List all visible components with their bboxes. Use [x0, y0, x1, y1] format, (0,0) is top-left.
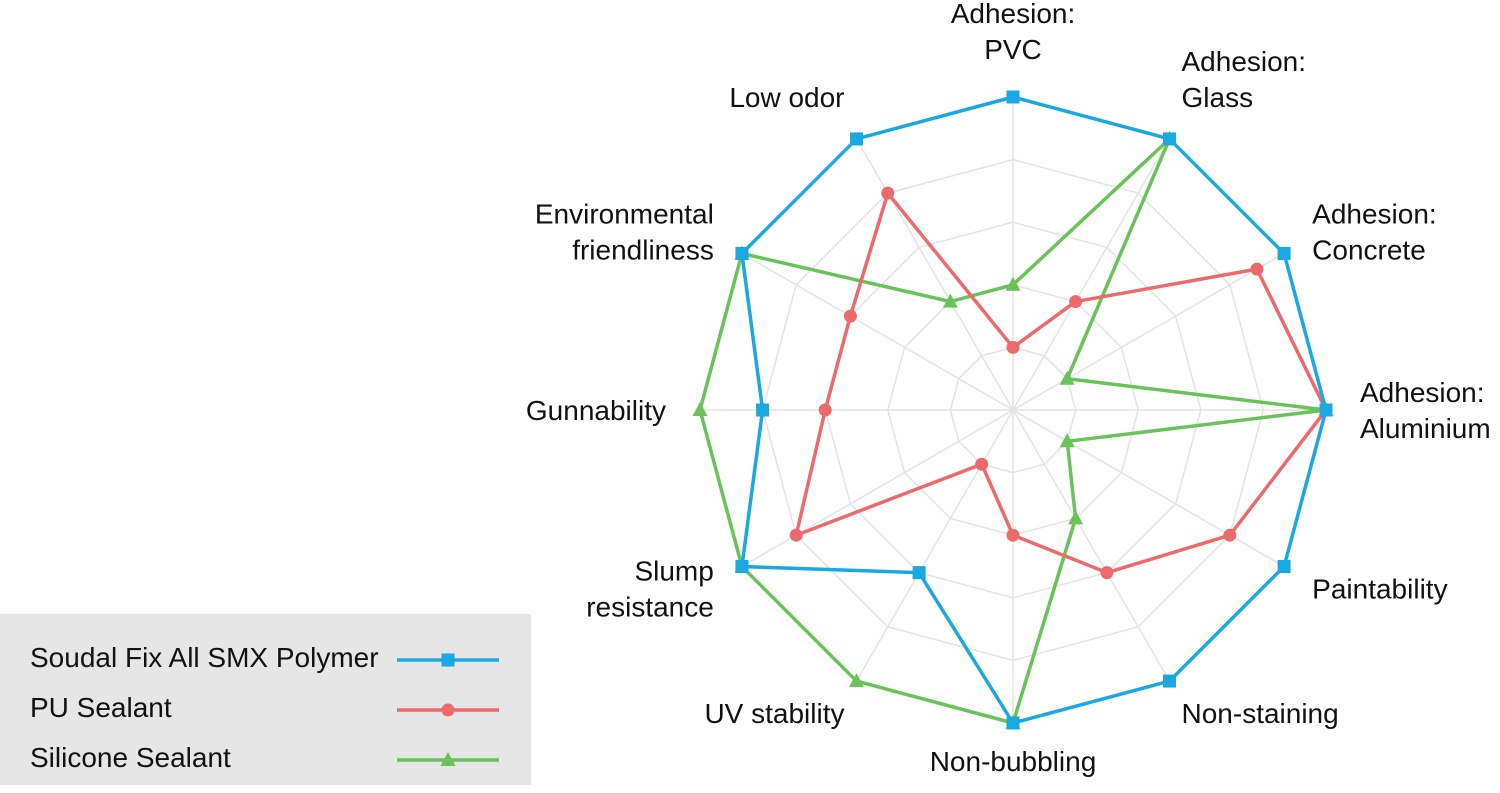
legend-item-soudal: Soudal Fix All SMX Polymer: [0, 636, 531, 684]
grid-spoke: [741, 252, 1014, 411]
series-pu: [789, 186, 1333, 580]
data-point-soudal: [1163, 674, 1176, 688]
axis-label-line: PVC: [984, 34, 1042, 65]
axis-label-line: resistance: [586, 592, 714, 623]
data-point-silicone: [849, 673, 864, 688]
axis-label: Slump resistance: [586, 556, 714, 623]
data-point-soudal: [850, 132, 863, 146]
axis-labels: Adhesion: PVC Adhesion: Glass Adhesion: Concr…: [526, 0, 1491, 777]
legend-label-pu: PU Sealant: [30, 692, 172, 723]
axis-label: Environmental friendliness: [535, 199, 714, 266]
data-point-soudal: [1319, 403, 1333, 417]
legend-marker: [440, 752, 456, 766]
axis-label-line: Concrete: [1312, 235, 1426, 266]
grid-spoke: [741, 409, 1014, 568]
legend-item-silicone: Silicone Sealant: [0, 736, 531, 784]
data-point-pu: [843, 309, 857, 323]
data-point-pu: [881, 186, 895, 200]
legend-swatch-pu: [397, 703, 499, 717]
data-point-pu: [1006, 340, 1020, 354]
data-point-pu: [1250, 262, 1264, 276]
axis-label: Low odor: [729, 82, 844, 113]
axis-label-line: Adhesion:: [1360, 377, 1485, 408]
data-point-pu: [1223, 528, 1237, 542]
data-point-pu: [1006, 528, 1020, 542]
data-point-silicone: [1005, 276, 1021, 291]
data-point-soudal: [1163, 132, 1176, 146]
axis-label-line: Slump: [634, 556, 713, 587]
data-point-soudal: [735, 560, 749, 573]
axis-label: Adhesion: Aluminium: [1360, 377, 1491, 444]
axis-label-line: Adhesion:: [1312, 199, 1437, 230]
legend-label-soudal: Soudal Fix All SMX Polymer: [30, 642, 379, 673]
series-layer: [692, 90, 1334, 730]
data-point-silicone: [1059, 370, 1075, 385]
grid-spoke: [1012, 409, 1285, 568]
legend-marker: [441, 703, 455, 717]
axis-label-line: Paintability: [1312, 574, 1447, 605]
data-point-soudal: [1006, 90, 1020, 104]
grid-spoke: [1012, 409, 1171, 682]
axis-label: Adhesion: PVC: [951, 0, 1076, 65]
data-point-pu: [818, 403, 832, 417]
data-point-soudal: [756, 403, 770, 417]
data-point-silicone: [942, 293, 958, 308]
data-point-pu: [975, 457, 989, 471]
data-point-silicone: [1059, 433, 1075, 448]
axis-label: Non-staining: [1182, 698, 1339, 729]
axis-label-line: friendliness: [572, 235, 714, 266]
grid-spoke: [1012, 252, 1285, 411]
axis-label-line: Environmental: [535, 199, 714, 230]
axis-label-line: UV stability: [704, 698, 844, 729]
axis-label: Non-bubbling: [930, 746, 1097, 777]
series-soudal: [735, 90, 1333, 730]
axis-label: Paintability: [1312, 574, 1447, 605]
grid-ring: [761, 158, 1265, 662]
grid-spoke: [1012, 138, 1171, 411]
data-point-soudal: [735, 247, 749, 260]
legend-item-pu: PU Sealant: [0, 686, 531, 734]
legend-marker: [441, 653, 455, 667]
data-point-soudal: [1006, 716, 1020, 730]
axis-label-line: Adhesion:: [951, 0, 1076, 29]
data-point-silicone: [692, 402, 708, 416]
data-point-silicone: [1068, 510, 1084, 525]
legend-swatch-silicone: [397, 752, 499, 766]
legend-label-silicone: Silicone Sealant: [30, 742, 231, 773]
axis-label-line: Aluminium: [1360, 413, 1491, 444]
grid-spoke: [855, 409, 1014, 682]
data-point-soudal: [1277, 247, 1291, 260]
axis-label-line: Adhesion:: [1182, 46, 1307, 77]
axis-label: Adhesion: Glass: [1182, 46, 1307, 113]
axis-label: Adhesion: Concrete: [1312, 199, 1437, 266]
axis-label-line: Glass: [1182, 82, 1254, 113]
data-point-soudal: [912, 566, 926, 580]
axis-label-line: Gunnability: [526, 395, 666, 426]
data-point-pu: [1100, 566, 1114, 580]
axis-label-line: Low odor: [729, 82, 844, 113]
radar-grid: [699, 96, 1327, 724]
axis-label: Gunnability: [526, 395, 666, 426]
data-point-soudal: [1277, 560, 1291, 573]
axis-label: UV stability: [704, 698, 844, 729]
legend: Soudal Fix All SMX Polymer PU Sealant Si…: [0, 614, 531, 785]
axis-label-line: Non-bubbling: [930, 746, 1097, 777]
legend-swatch-soudal: [397, 653, 499, 667]
grid-spoke: [855, 138, 1014, 411]
data-point-pu: [1069, 295, 1083, 309]
axis-label-line: Non-staining: [1182, 698, 1339, 729]
data-point-pu: [789, 528, 803, 542]
